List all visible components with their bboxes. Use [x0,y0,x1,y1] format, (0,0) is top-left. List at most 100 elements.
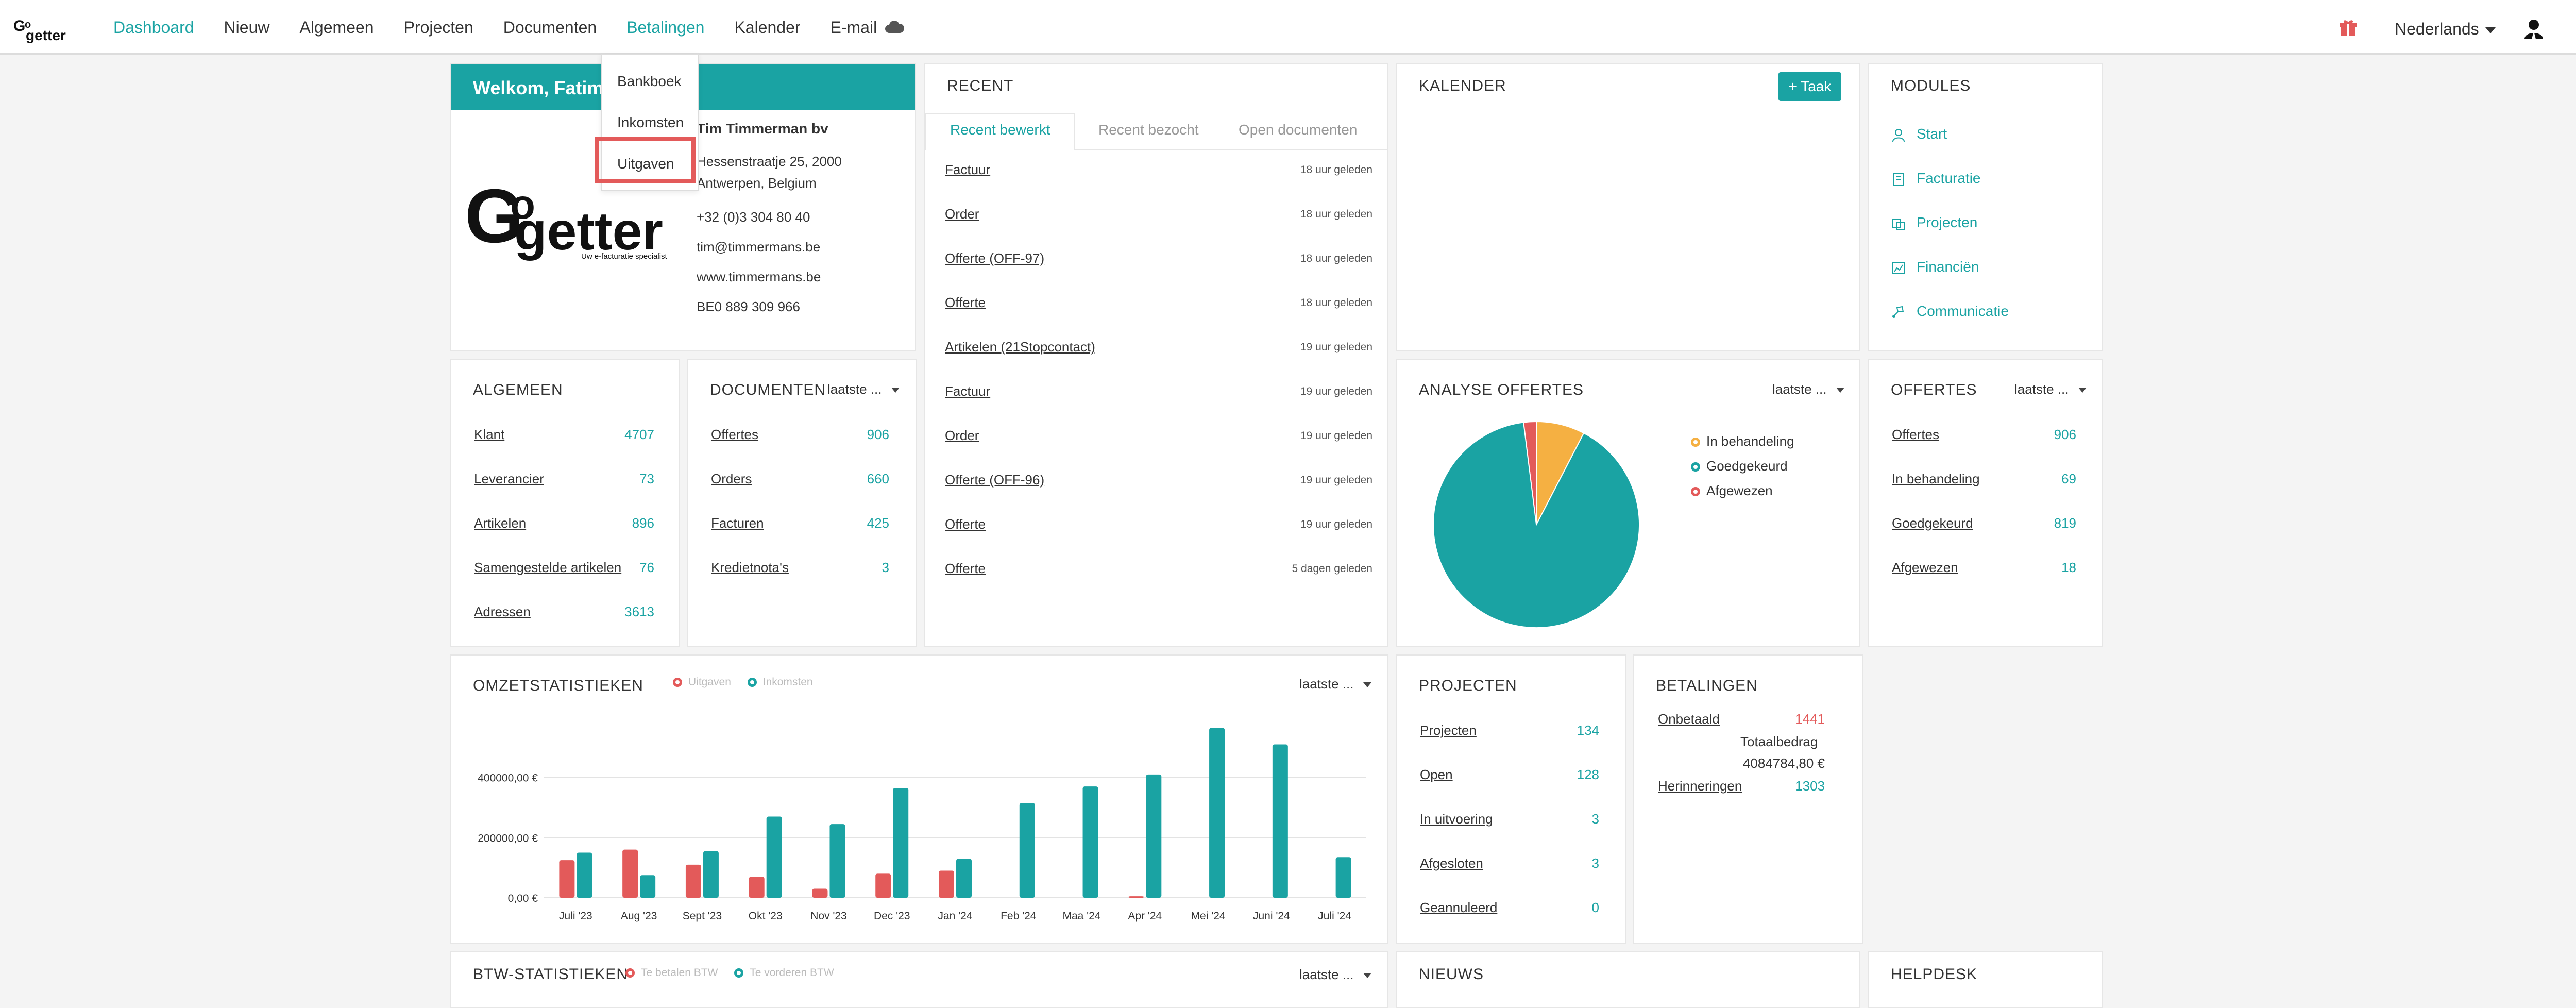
language-select[interactable]: Nederlands [2395,20,2496,39]
offertes-row-link[interactable]: Afgewezen [1892,560,1958,575]
bar-uitgaven[interactable] [812,888,828,898]
pie-slice-in-behandeling[interactable] [1536,421,1585,525]
bar-uitgaven[interactable] [939,870,954,898]
analyse-filter-select[interactable]: laatste ... [1772,381,1844,397]
recent-row[interactable]: Artikelen (21Stopcontact) 19 uur geleden [945,339,1372,360]
recent-row[interactable]: Offerte 18 uur geleden [945,295,1372,315]
bar-uitgaven[interactable] [559,860,575,898]
omzet-filter-select[interactable]: laatste ... [1299,676,1371,692]
bar-inkomsten[interactable] [703,851,719,898]
menu-item-uitgaven[interactable]: Uitgaven [617,156,674,172]
recent-link[interactable]: Artikelen (21Stopcontact) [945,339,1095,355]
projecten-row-link[interactable]: In uitvoering [1420,811,1493,827]
legend-item-uitgaven[interactable]: Uitgaven [673,676,731,688]
recent-row[interactable]: Offerte (OFF-96) 19 uur geleden [945,472,1372,493]
documenten-row-link[interactable]: Facturen [711,515,764,531]
recent-row[interactable]: Factuur 19 uur geleden [945,383,1372,404]
documenten-filter-select[interactable]: laatste ... [827,381,900,397]
recent-row[interactable]: Order 19 uur geleden [945,428,1372,448]
recent-row[interactable]: Offerte (OFF-97) 18 uur geleden [945,250,1372,271]
offertes-row-link[interactable]: Goedgekeurd [1892,515,1973,531]
bar-uitgaven[interactable] [1128,896,1144,898]
bar-inkomsten[interactable] [640,875,656,898]
herinneringen-link[interactable]: Herinneringen [1658,778,1742,794]
bar-inkomsten[interactable] [1082,786,1098,898]
recent-row[interactable]: Offerte 5 dagen geleden [945,561,1372,581]
nav-projecten[interactable]: Projecten [403,18,473,37]
legend-item-te-vorderen-btw[interactable]: Te vorderen BTW [734,967,834,979]
onbetaald-link[interactable]: Onbetaald [1658,711,1720,727]
module-communicatie[interactable]: Communicatie [1891,303,2009,324]
bar-inkomsten[interactable] [577,852,592,898]
documenten-row-link[interactable]: Kredietnota's [711,560,789,575]
module-financien[interactable]: Financiën [1891,259,1979,279]
bar-inkomsten[interactable] [1146,774,1162,898]
bar-inkomsten[interactable] [956,859,972,898]
bar-uitgaven[interactable] [685,864,701,898]
algemeen-row-link[interactable]: Samengestelde artikelen [474,560,622,575]
projecten-row-link[interactable]: Afgesloten [1420,855,1483,871]
module-start[interactable]: Start [1891,126,1947,146]
algemeen-row-link[interactable]: Klant [474,427,505,442]
nav-email[interactable]: E-mail [830,18,877,37]
recent-link[interactable]: Offerte (OFF-97) [945,250,1045,266]
btw-filter-select[interactable]: laatste ... [1299,967,1371,983]
recent-link[interactable]: Offerte [945,295,986,310]
nav-betalingen[interactable]: Betalingen [626,18,705,37]
tab-recent-bezocht[interactable]: Recent bezocht [1098,122,1199,138]
offertes-row-link[interactable]: In behandeling [1892,471,1980,486]
documenten-row-link[interactable]: Offertes [711,427,759,442]
documenten-row-link[interactable]: Orders [711,471,752,486]
gogetter-logo[interactable]: G o getter [13,15,86,44]
recent-link[interactable]: Order [945,206,979,222]
legend-item-goedgekeurd[interactable]: Goedgekeurd [1691,453,1794,478]
recent-link[interactable]: Offerte [945,516,986,532]
legend-item-te-betalen-btw[interactable]: Te betalen BTW [625,967,718,979]
legend-item-in-behandeling[interactable]: In behandeling [1691,429,1794,453]
recent-row[interactable]: Factuur 18 uur geleden [945,162,1372,182]
bar-uitgaven[interactable] [622,849,638,898]
projecten-row-link[interactable]: Projecten [1420,723,1477,738]
recent-link[interactable]: Offerte [945,561,986,576]
legend-item-afgewezen[interactable]: Afgewezen [1691,478,1794,503]
user-avatar-icon[interactable] [2522,18,2545,40]
projecten-row-link[interactable]: Open [1420,767,1453,782]
nav-documenten[interactable]: Documenten [503,18,597,37]
menu-item-bankboek[interactable]: Bankboek [617,73,682,89]
algemeen-row-link[interactable]: Artikelen [474,515,527,531]
gift-icon[interactable] [2339,19,2358,37]
pie-slice-goedgekeurd[interactable] [1433,422,1640,628]
recent-link[interactable]: Offerte (OFF-96) [945,472,1045,488]
recent-link[interactable]: Factuur [945,162,991,177]
nav-nieuw[interactable]: Nieuw [224,18,270,37]
add-task-button[interactable]: + Taak [1778,72,1841,101]
recent-row[interactable]: Order 18 uur geleden [945,206,1372,227]
menu-item-inkomsten[interactable]: Inkomsten [617,114,684,130]
bar-inkomsten[interactable] [1209,728,1225,898]
algemeen-row-link[interactable]: Leverancier [474,471,544,486]
bar-inkomsten[interactable] [893,788,909,898]
bar-uitgaven[interactable] [875,873,891,898]
tab-recent-bewerkt[interactable]: Recent bewerkt [950,122,1050,138]
bar-inkomsten[interactable] [1272,744,1288,898]
module-projecten[interactable]: Projecten [1891,214,1977,235]
recent-row[interactable]: Offerte 19 uur geleden [945,516,1372,537]
nav-kalender[interactable]: Kalender [734,18,801,37]
bar-uitgaven[interactable] [749,877,765,898]
algemeen-row-link[interactable]: Adressen [474,604,531,619]
bar-inkomsten[interactable] [766,816,782,898]
cloud-icon[interactable] [884,20,905,34]
bar-inkomsten[interactable] [1019,803,1035,898]
offertes-row-link[interactable]: Offertes [1892,427,1940,442]
module-facturatie[interactable]: Facturatie [1891,170,1981,191]
recent-link[interactable]: Order [945,428,979,443]
bar-inkomsten[interactable] [829,824,845,898]
legend-item-inkomsten[interactable]: Inkomsten [747,676,813,688]
tab-open-documenten[interactable]: Open documenten [1239,122,1358,138]
nav-dashboard[interactable]: Dashboard [113,18,194,37]
bar-inkomsten[interactable] [1335,857,1351,898]
projecten-row-link[interactable]: Geannuleerd [1420,900,1498,915]
offertes-filter-select[interactable]: laatste ... [2014,381,2087,397]
nav-algemeen[interactable]: Algemeen [299,18,374,37]
recent-link[interactable]: Factuur [945,383,991,399]
